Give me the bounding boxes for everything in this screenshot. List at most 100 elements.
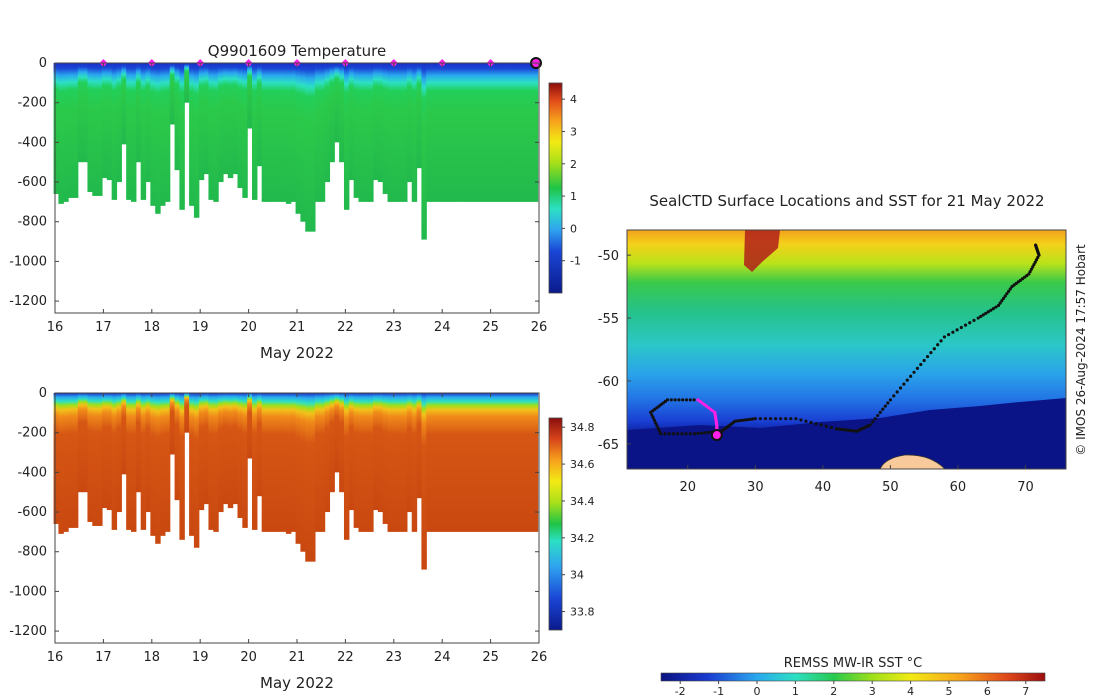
x-tick-label: 20 — [240, 320, 257, 335]
profile-column — [135, 63, 142, 163]
profile-column — [121, 393, 127, 475]
profile-column — [252, 393, 258, 530]
profile-column — [174, 393, 181, 501]
track-point — [655, 424, 659, 428]
track-point — [925, 354, 930, 359]
track-point — [703, 431, 707, 435]
track-point — [746, 418, 750, 422]
profile-column — [213, 63, 219, 202]
colorbar-tick-label: 3 — [570, 125, 577, 138]
profile-column — [208, 63, 214, 200]
x-tick-label: 17 — [95, 320, 112, 335]
track-point — [986, 310, 990, 314]
profile-column — [329, 393, 335, 493]
track-point — [1037, 253, 1041, 257]
profile-column — [368, 393, 374, 532]
profile-column — [169, 393, 176, 455]
track-point — [873, 417, 877, 421]
colorbar-tick-label: 34.2 — [570, 532, 595, 545]
profile-column — [242, 393, 248, 528]
salinity-axes: 16 17 18 19 20 21 22 23 24 25 26 0 -200 -400 -600 -800 -… — [9, 386, 547, 665]
x-tick-label: 21 — [289, 320, 306, 335]
y-tick-label: -1200 — [9, 624, 47, 639]
track-point — [996, 303, 1001, 308]
profile-column — [343, 393, 350, 540]
profile-column — [222, 393, 229, 505]
profile-column — [184, 63, 190, 103]
profile-column — [281, 393, 287, 532]
profile-column — [242, 63, 248, 198]
track-point — [1034, 258, 1039, 262]
salinity-panel: 16 17 18 19 20 21 22 23 24 25 26 0 -200 -400 -600 -800 -… — [9, 386, 594, 692]
track-point — [809, 420, 813, 425]
track-point — [654, 421, 658, 425]
temperature-title: Q9901609 Temperature — [208, 42, 386, 60]
profile-column — [334, 393, 340, 473]
track-point — [692, 398, 696, 402]
profile-column — [271, 63, 277, 202]
track-point — [753, 417, 757, 421]
salinity-profiles — [53, 393, 539, 570]
track-point — [919, 362, 923, 367]
profile-column — [527, 393, 534, 532]
map-x-tick-label: 40 — [815, 480, 832, 495]
y-tick-label: -400 — [17, 135, 47, 150]
profile-column — [198, 63, 205, 181]
y-tick-label: -800 — [17, 215, 47, 230]
profile-column — [63, 63, 69, 202]
track-point — [842, 428, 846, 432]
profile-column — [377, 63, 384, 183]
profile-column — [503, 63, 510, 202]
profile-column — [431, 63, 437, 202]
track-point — [947, 332, 951, 337]
profile-column — [416, 393, 423, 499]
map-colorbar-tick-label: 3 — [869, 685, 876, 698]
track-point — [981, 313, 985, 317]
map-colorbar-tick-label: 0 — [754, 685, 761, 698]
profile-column — [87, 63, 93, 192]
profile-column — [121, 63, 127, 145]
track-point — [905, 378, 909, 382]
profile-column — [218, 393, 224, 513]
profile-column — [189, 63, 195, 206]
track-point — [976, 316, 980, 320]
track-point — [824, 424, 828, 428]
track-point — [998, 301, 1002, 305]
profile-column — [101, 63, 108, 179]
profile-column — [474, 63, 481, 202]
profile-column — [387, 393, 393, 532]
profile-column — [237, 393, 243, 518]
x-tick-label: 16 — [47, 650, 64, 665]
profile-column — [397, 63, 403, 202]
profile-column — [256, 393, 263, 497]
profile-column — [218, 63, 224, 183]
x-tick-label: 20 — [240, 650, 257, 665]
profile-column — [484, 63, 490, 202]
x-tick-label: 18 — [144, 650, 161, 665]
seal-track — [649, 243, 1041, 442]
colorbar-tick-label: 33.8 — [570, 606, 595, 619]
track-point — [699, 431, 703, 435]
track-point — [784, 417, 788, 421]
temperature-panel: 16 17 18 19 20 21 22 23 24 25 260-200-400-600-800-… — [9, 42, 581, 362]
profile-column — [513, 393, 519, 532]
track-point — [1005, 292, 1009, 296]
track-point — [955, 328, 959, 332]
profile-column — [368, 63, 374, 202]
profile-column — [126, 63, 132, 200]
track-point — [834, 427, 838, 431]
profile-column — [523, 63, 529, 202]
track-point — [1001, 296, 1006, 300]
profile-column — [402, 63, 408, 202]
x-tick-label: 19 — [192, 320, 209, 335]
profile-column — [460, 393, 466, 532]
track-point — [963, 323, 968, 327]
profile-column — [392, 63, 398, 202]
x-tick-label: 22 — [337, 650, 354, 665]
x-tick-label: 19 — [192, 650, 209, 665]
profile-column — [295, 393, 302, 544]
x-tick-label: 16 — [47, 320, 64, 335]
profile-column — [82, 393, 89, 493]
profile-column — [494, 393, 500, 532]
map-x-tick-label: 30 — [747, 480, 764, 495]
